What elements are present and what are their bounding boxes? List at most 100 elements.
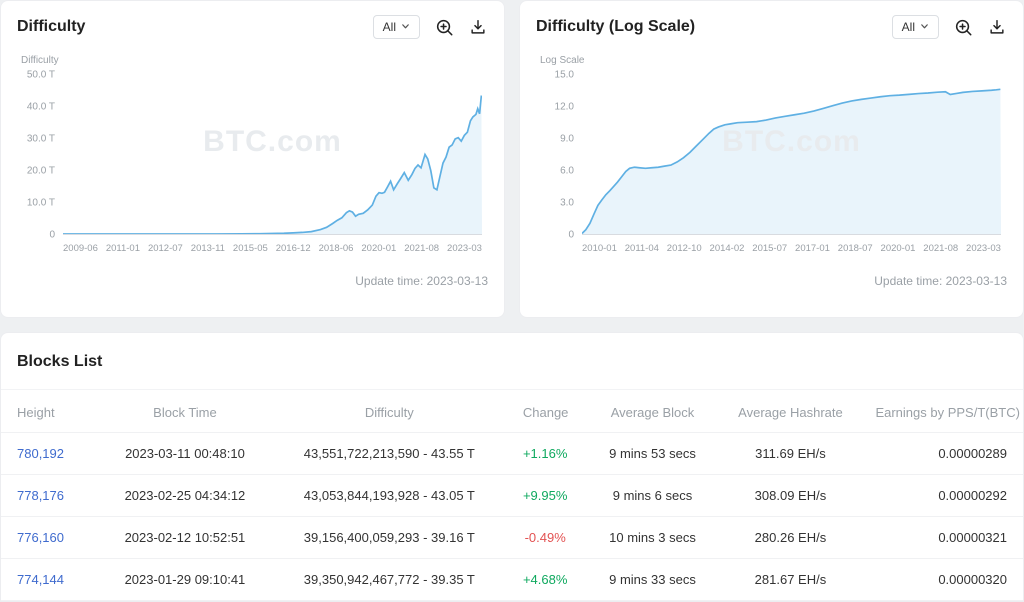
update-time: Update time: 2023-03-13 xyxy=(874,274,1007,288)
block-time-cell: 2023-01-29 09:10:41 xyxy=(98,558,272,601)
y-tick-label: 0 xyxy=(568,229,574,241)
column-header: Earnings by PPS/T(BTC) xyxy=(859,390,1023,433)
difficulty-log-chart[interactable]: Log Scale 15.0 12.0 9.0 6.0 3.0 0 BTC.com 201… xyxy=(536,55,1007,254)
block-time-cell: 2023-02-12 10:52:51 xyxy=(98,516,272,559)
column-header: Height xyxy=(1,390,99,433)
column-header: Block Time xyxy=(98,390,272,433)
difficulty-chart-card: Difficulty All xyxy=(0,0,505,318)
plot-area[interactable]: BTC.com xyxy=(63,75,482,235)
earnings-cell: 0.00000289 xyxy=(859,432,1023,475)
x-tick-label: 2015-07 xyxy=(752,243,788,254)
y-axis-title: Log Scale xyxy=(540,55,585,66)
y-tick-label: 10.0 T xyxy=(26,197,55,209)
average-hashrate-cell: 311.69 EH/s xyxy=(721,432,860,475)
y-tick-label: 15.0 xyxy=(554,69,574,81)
column-header: Change xyxy=(506,390,584,433)
y-tick-label: 6.0 xyxy=(560,165,574,177)
column-header: Average Hashrate xyxy=(721,390,860,433)
average-hashrate-cell: 308.09 EH/s xyxy=(721,474,860,517)
y-tick-label: 20.0 T xyxy=(26,165,55,177)
y-tick-label: 50.0 T xyxy=(26,69,55,81)
table-row: 778,176 2023-02-25 04:34:12 43,053,844,193… xyxy=(1,474,1023,517)
plot-area[interactable]: BTC.com xyxy=(582,75,1001,235)
y-tick-label: 30.0 T xyxy=(26,133,55,145)
block-height-link[interactable]: 774,144 xyxy=(17,572,64,587)
x-tick-label: 2009-06 xyxy=(63,243,98,254)
x-tick-label: 2012-07 xyxy=(147,243,183,254)
blocks-list-title: Blocks List xyxy=(1,333,1023,390)
difficulty-cell: 43,053,844,193,928 - 43.05 T xyxy=(271,474,507,517)
x-tick-label: 2015-05 xyxy=(232,243,268,254)
x-axis-ticks: 2010-01 2011-04 2012-10 2014-02 2015-07 2017-… xyxy=(582,243,1001,254)
blocks-table-body: 780,192 2023-03-11 00:48:10 43,551,722,213… xyxy=(1,432,1023,601)
y-axis-ticks: 50.0 T 40.0 T 30.0 T 20.0 T 10.0 T 0 xyxy=(19,70,63,241)
y-tick-label: 9.0 xyxy=(560,133,574,145)
earnings-cell: 0.00000320 xyxy=(859,558,1023,601)
chart-title: Difficulty (Log Scale) xyxy=(536,18,696,35)
x-tick-label: 2013-11 xyxy=(190,243,225,254)
block-height-link[interactable]: 776,160 xyxy=(17,530,64,545)
y-tick-label: 12.0 xyxy=(554,101,574,113)
x-tick-label: 2023-03 xyxy=(966,243,1001,254)
y-tick-label: 3.0 xyxy=(560,197,574,209)
average-block-cell: 9 mins 6 secs xyxy=(583,474,722,517)
chevron-down-icon xyxy=(401,20,410,34)
chart-title: Difficulty xyxy=(17,18,86,35)
table-row: 776,160 2023-02-12 10:52:51 39,156,400,059… xyxy=(1,516,1023,559)
zoom-in-icon[interactable] xyxy=(953,17,973,37)
average-block-cell: 9 mins 33 secs xyxy=(583,558,722,601)
x-tick-label: 2020-01 xyxy=(361,243,397,254)
earnings-cell: 0.00000321 xyxy=(859,516,1023,559)
blocks-list-section: Blocks List Height Block Time Difficulty Ch… xyxy=(0,332,1024,602)
x-tick-label: 2021-08 xyxy=(404,243,440,254)
difficulty-cell: 43,551,722,213,590 - 43.55 T xyxy=(271,432,507,475)
x-tick-label: 2020-01 xyxy=(880,243,916,254)
block-height-cell: 776,160 xyxy=(1,516,99,559)
x-tick-label: 2017-01 xyxy=(795,243,830,254)
block-height-cell: 780,192 xyxy=(1,432,99,475)
block-time-cell: 2023-02-25 04:34:12 xyxy=(98,474,272,517)
zoom-in-icon[interactable] xyxy=(434,17,454,37)
x-tick-label: 2021-08 xyxy=(923,243,959,254)
column-header: Difficulty xyxy=(271,390,507,433)
blocks-table: Height Block Time Difficulty Change Average … xyxy=(1,390,1023,601)
difficulty-chart[interactable]: Difficulty 50.0 T 40.0 T 30.0 T 20.0 T 10.0 … xyxy=(17,55,488,254)
average-hashrate-cell: 281.67 EH/s xyxy=(721,558,860,601)
change-badge: +9.95% xyxy=(522,488,568,503)
range-select[interactable]: All xyxy=(372,15,420,39)
charts-row: Difficulty All xyxy=(0,0,1024,318)
download-icon[interactable] xyxy=(987,17,1007,37)
average-block-cell: 10 mins 3 secs xyxy=(583,516,722,559)
range-select-value: All xyxy=(382,20,396,34)
block-time-cell: 2023-03-11 00:48:10 xyxy=(98,432,272,475)
y-tick-label: 40.0 T xyxy=(26,101,55,113)
column-header: Average Block xyxy=(583,390,722,433)
y-tick-label: 0 xyxy=(49,229,55,241)
average-hashrate-cell: 280.26 EH/s xyxy=(721,516,860,559)
change-badge: +1.16% xyxy=(522,446,568,461)
x-tick-label: 2018-06 xyxy=(318,243,354,254)
change-badge: -0.49% xyxy=(524,530,566,545)
x-tick-label: 2011-04 xyxy=(624,243,659,254)
range-select[interactable]: All xyxy=(891,15,939,39)
earnings-cell: 0.00000292 xyxy=(859,474,1023,517)
average-block-cell: 9 mins 53 secs xyxy=(583,432,722,475)
chevron-down-icon xyxy=(920,20,929,34)
update-time: Update time: 2023-03-13 xyxy=(355,274,488,288)
y-axis-title: Difficulty xyxy=(21,55,59,66)
x-tick-label: 2012-10 xyxy=(666,243,702,254)
x-tick-label: 2018-07 xyxy=(837,243,873,254)
x-axis-ticks: 2009-06 2011-01 2012-07 2013-11 2015-05 2016-… xyxy=(63,243,482,254)
change-cell: +9.95% xyxy=(506,474,584,517)
block-height-link[interactable]: 780,192 xyxy=(17,446,64,461)
download-icon[interactable] xyxy=(468,17,488,37)
y-axis-ticks: 15.0 12.0 9.0 6.0 3.0 0 xyxy=(538,70,582,241)
table-row: 780,192 2023-03-11 00:48:10 43,551,722,213… xyxy=(1,432,1023,475)
x-tick-label: 2011-01 xyxy=(105,243,140,254)
x-tick-label: 2023-03 xyxy=(447,243,482,254)
change-badge: +4.68% xyxy=(522,572,568,587)
x-tick-label: 2010-01 xyxy=(582,243,617,254)
block-height-link[interactable]: 778,176 xyxy=(17,488,64,503)
difficulty-cell: 39,350,942,467,772 - 39.35 T xyxy=(271,558,507,601)
table-header-row: Height Block Time Difficulty Change Average … xyxy=(1,390,1023,433)
